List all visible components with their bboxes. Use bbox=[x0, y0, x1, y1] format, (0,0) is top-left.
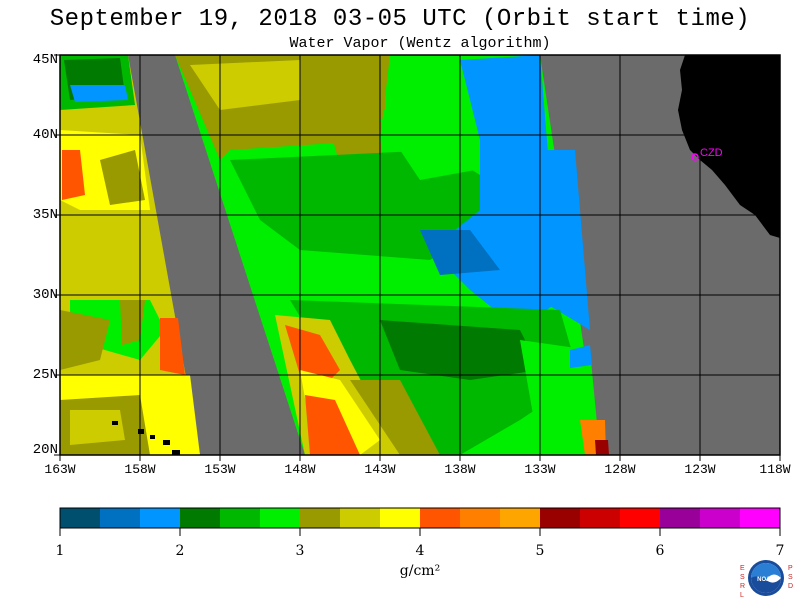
lat-label-25n: 25N bbox=[32, 367, 58, 383]
map-title: September 19, 2018 03-05 UTC (Orbit star… bbox=[49, 6, 751, 33]
colorbar-tick-2: 2 bbox=[175, 543, 185, 559]
lat-label-30n: 30N bbox=[32, 287, 58, 303]
graticule bbox=[60, 55, 780, 455]
colorbar-swatch bbox=[700, 508, 741, 528]
land-north-america bbox=[678, 55, 780, 238]
colorbar-swatch bbox=[620, 508, 661, 528]
lat-label-20n: 20N bbox=[32, 442, 58, 458]
lon-label-148w: 148W bbox=[284, 462, 316, 477]
lon-label-143w: 143W bbox=[364, 462, 396, 477]
colorbar-swatch bbox=[180, 508, 221, 528]
lon-label-163w: 163W bbox=[44, 462, 76, 477]
lat-label-40n: 40N bbox=[32, 127, 58, 143]
colorbar-tick-3: 3 bbox=[295, 543, 305, 559]
lon-label-158w: 158W bbox=[124, 462, 156, 477]
lat-label-45n: 45N bbox=[32, 52, 58, 68]
colorbar-swatch bbox=[220, 508, 261, 528]
colorbar-swatch bbox=[260, 508, 301, 528]
colorbar-swatch bbox=[300, 508, 341, 528]
hawaii-islands bbox=[112, 421, 180, 455]
colorbar-tick-6: 6 bbox=[655, 543, 665, 559]
lon-label-128w: 128W bbox=[604, 462, 636, 477]
lon-label-123w: 123W bbox=[684, 462, 716, 477]
colorbar-swatch bbox=[660, 508, 701, 528]
station-czd-label: CZD bbox=[700, 147, 723, 159]
colorbar-swatch bbox=[340, 508, 381, 528]
colorbar-swatch bbox=[60, 508, 101, 528]
colorbar-swatch bbox=[460, 508, 501, 528]
colorbar-swatch bbox=[140, 508, 181, 528]
colorbar-tick-5: 5 bbox=[535, 543, 545, 559]
lon-label-118w: 118W bbox=[759, 462, 791, 477]
colorbar-swatch bbox=[740, 508, 781, 528]
map-subtitle: Water Vapor (Wentz algorithm) bbox=[289, 35, 551, 52]
colorbar-tick-1: 1 bbox=[55, 543, 65, 559]
colorbar-tick-7: 7 bbox=[775, 543, 785, 559]
colorbar bbox=[60, 508, 781, 528]
noaa-text: NOAA bbox=[757, 577, 775, 583]
colorbar-unit-label: g/cm² bbox=[399, 563, 441, 579]
station-czd-marker bbox=[691, 153, 699, 161]
colorbar-swatch bbox=[580, 508, 621, 528]
lon-label-133w: 133W bbox=[524, 462, 556, 477]
colorbar-swatch bbox=[540, 508, 581, 528]
lon-label-153w: 153W bbox=[204, 462, 236, 477]
map-frame bbox=[59, 54, 781, 456]
lon-label-138w: 138W bbox=[444, 462, 476, 477]
colorbar-swatch bbox=[100, 508, 141, 528]
lat-label-35n: 35N bbox=[32, 207, 58, 223]
colorbar-tick-4: 4 bbox=[415, 543, 425, 559]
colorbar-swatch bbox=[500, 508, 541, 528]
colorbar-swatch bbox=[380, 508, 421, 528]
colorbar-swatch bbox=[420, 508, 461, 528]
